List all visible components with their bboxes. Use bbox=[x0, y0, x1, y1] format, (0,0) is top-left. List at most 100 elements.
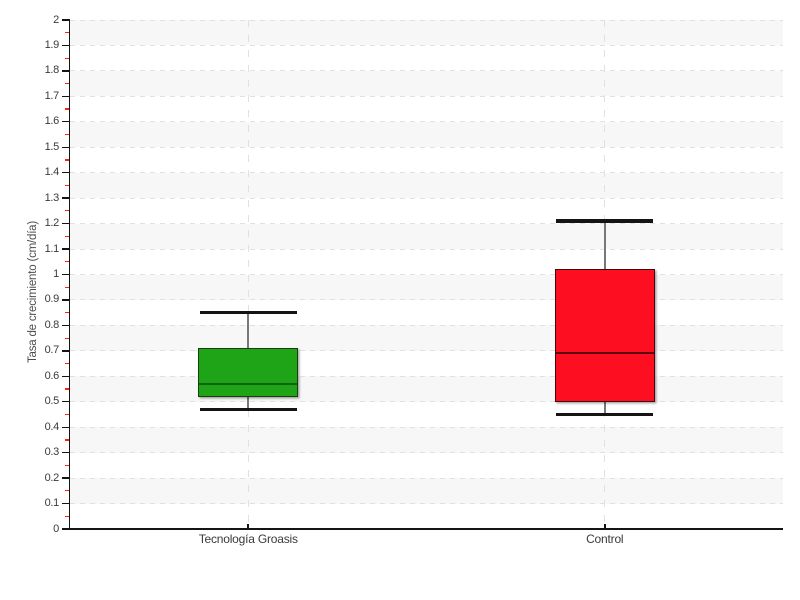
y-axis-major-tick bbox=[62, 451, 70, 454]
whisker-stem-upper bbox=[603, 221, 606, 270]
x-axis-category-label: Tecnología Groasis bbox=[198, 531, 298, 546]
gridline-horizontal bbox=[70, 223, 783, 225]
y-axis-tick-label: 1.8 bbox=[44, 64, 60, 77]
plot-band bbox=[70, 20, 783, 46]
y-axis-tick-label: 1.1 bbox=[44, 242, 60, 255]
y-axis-major-tick bbox=[62, 528, 70, 530]
gridline-horizontal bbox=[70, 324, 783, 326]
y-axis-minor-tick bbox=[64, 261, 69, 263]
plot-band bbox=[70, 121, 783, 148]
y-axis-tick-label: 0.6 bbox=[44, 369, 60, 382]
y-axis-major-tick bbox=[62, 44, 70, 47]
y-axis-major-tick bbox=[62, 477, 70, 479]
median-line bbox=[199, 382, 298, 385]
gridline-horizontal bbox=[70, 197, 783, 199]
y-axis-tick-label: 1.7 bbox=[44, 89, 60, 102]
y-axis-minor-tick bbox=[64, 362, 69, 365]
y-axis-major-tick bbox=[62, 197, 70, 199]
y-axis-major-tick bbox=[62, 426, 70, 428]
y-axis-minor-tick bbox=[64, 235, 69, 237]
gridline-horizontal bbox=[70, 95, 783, 97]
y-axis-tick-label: 0.7 bbox=[44, 344, 60, 357]
plot-band bbox=[70, 325, 783, 351]
y-axis-tick-label: 1.9 bbox=[44, 38, 60, 51]
y-axis-title: Tasa de crecimiento (cm/día) bbox=[27, 220, 39, 364]
y-axis-minor-tick bbox=[64, 108, 69, 110]
gridline-horizontal bbox=[70, 350, 783, 352]
gridline-horizontal bbox=[70, 503, 783, 505]
y-axis-tick-label: 0.2 bbox=[44, 471, 60, 484]
y-axis-minor-tick bbox=[64, 32, 69, 34]
gridline-horizontal bbox=[70, 401, 783, 403]
gridline-horizontal bbox=[70, 70, 783, 72]
gridline-horizontal bbox=[70, 452, 783, 454]
median-line bbox=[555, 352, 654, 355]
y-axis-major-tick bbox=[62, 19, 70, 21]
y-axis-tick-label: 0.8 bbox=[44, 318, 60, 331]
y-axis-tick-label: 0.3 bbox=[44, 446, 60, 459]
x-axis-category-label: Control bbox=[586, 531, 624, 546]
y-axis-tick-label: 0.5 bbox=[44, 395, 60, 408]
plot-band bbox=[70, 70, 783, 97]
y-axis-major-tick bbox=[62, 299, 70, 301]
y-axis-minor-tick bbox=[64, 133, 69, 136]
y-axis-tick-label: 1.5 bbox=[44, 140, 60, 153]
plot-band bbox=[70, 223, 783, 250]
gridline-horizontal bbox=[70, 44, 783, 46]
y-axis-minor-tick bbox=[64, 464, 69, 466]
y-axis-major-tick bbox=[62, 273, 70, 276]
plot-band bbox=[70, 274, 783, 300]
y-axis-major-tick bbox=[62, 70, 70, 72]
whisker-cap-high bbox=[199, 310, 297, 315]
y-axis-tick-label: 0.9 bbox=[44, 293, 60, 306]
whisker-cap-low bbox=[199, 407, 297, 412]
y-axis-minor-tick bbox=[64, 286, 69, 288]
y-axis-major-tick bbox=[62, 248, 70, 250]
y-axis-minor-tick bbox=[64, 210, 69, 212]
y-axis-tick-label: 0.1 bbox=[44, 497, 60, 510]
y-axis-minor-tick bbox=[64, 413, 69, 416]
y-axis-minor-tick bbox=[64, 57, 69, 59]
whisker-cap-low bbox=[556, 412, 654, 417]
y-axis-minor-tick bbox=[64, 337, 69, 339]
gridline-horizontal bbox=[70, 477, 783, 479]
gridline-vertical bbox=[247, 20, 249, 529]
gridline-horizontal bbox=[70, 146, 783, 148]
plot-band bbox=[70, 376, 783, 402]
y-axis-tick-label: 2 bbox=[53, 13, 59, 26]
whisker-stem-lower bbox=[247, 396, 250, 410]
y-axis-minor-tick bbox=[64, 515, 69, 517]
y-axis-tick-label: 1.6 bbox=[44, 115, 60, 128]
gridline-horizontal bbox=[70, 426, 783, 428]
y-axis-major-tick bbox=[62, 350, 70, 352]
plot-band bbox=[70, 478, 783, 504]
y-axis-major-tick bbox=[62, 502, 70, 505]
plot-band bbox=[70, 172, 783, 199]
whisker-stem-lower bbox=[603, 401, 606, 415]
y-axis-minor-tick bbox=[64, 388, 69, 390]
y-axis-tick-label: 1.3 bbox=[44, 191, 60, 204]
whisker-cap-high bbox=[556, 219, 654, 223]
box-tecnologia-groasis[interactable] bbox=[198, 348, 299, 397]
y-axis-major-tick bbox=[62, 172, 70, 174]
y-axis-minor-tick bbox=[64, 159, 69, 161]
y-axis-major-tick bbox=[62, 146, 70, 148]
y-axis-major-tick bbox=[62, 401, 70, 403]
y-axis-major-tick bbox=[62, 222, 70, 225]
gridline-horizontal bbox=[70, 274, 783, 275]
y-axis-major-tick bbox=[62, 121, 70, 123]
box-control[interactable] bbox=[554, 269, 655, 402]
gridline-horizontal bbox=[70, 19, 783, 21]
gridline-horizontal bbox=[70, 375, 783, 377]
y-axis-minor-tick bbox=[64, 83, 69, 85]
x-axis-line bbox=[68, 528, 783, 530]
gridline-horizontal bbox=[70, 299, 783, 301]
whisker-stem-upper bbox=[247, 312, 250, 349]
gridline-horizontal bbox=[70, 121, 783, 123]
y-axis-minor-tick bbox=[64, 490, 69, 492]
y-axis-line bbox=[68, 20, 71, 529]
y-axis-tick-label: 1 bbox=[53, 268, 59, 280]
gridline-horizontal bbox=[70, 248, 783, 250]
y-axis-minor-tick bbox=[64, 312, 69, 314]
